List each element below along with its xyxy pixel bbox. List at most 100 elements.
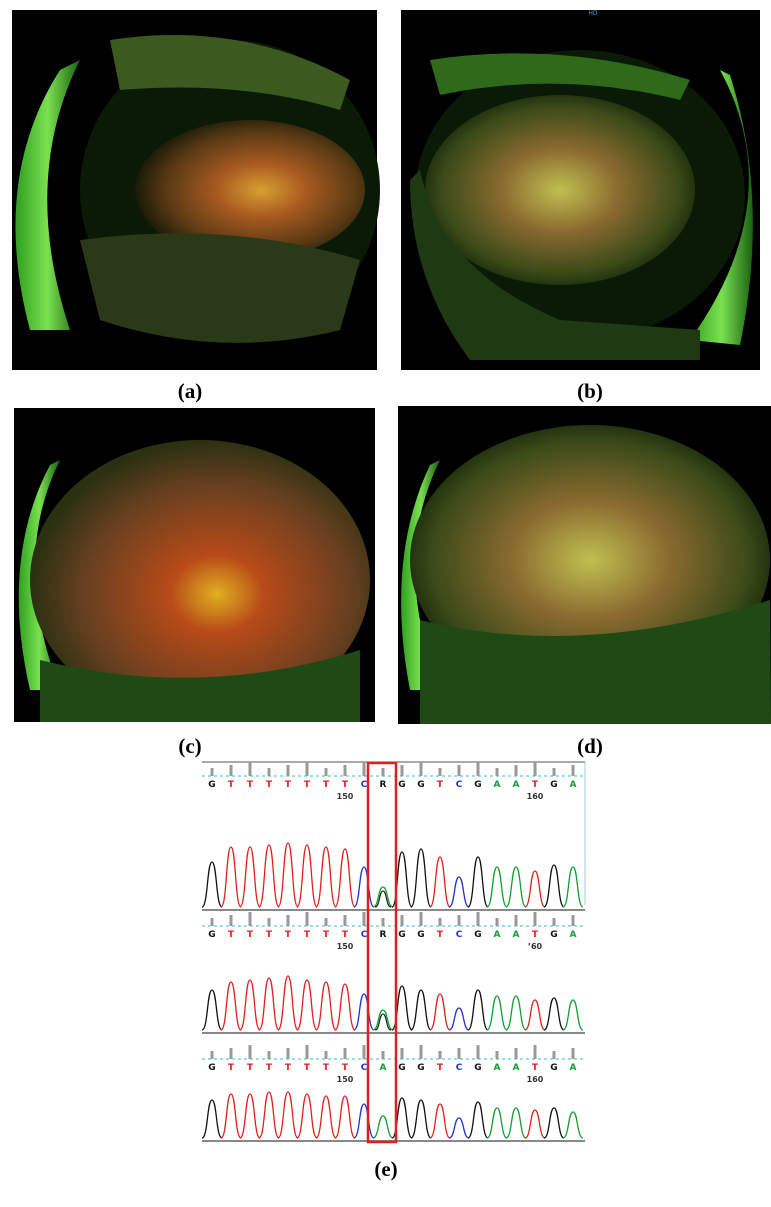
base-call: C xyxy=(456,1063,463,1073)
peak xyxy=(525,1000,545,1030)
base-call: T xyxy=(285,930,292,940)
peak xyxy=(278,976,298,1030)
peak xyxy=(468,1102,488,1138)
highlight-box xyxy=(368,763,396,1142)
base-call: G xyxy=(550,1063,557,1073)
base-call: T xyxy=(247,780,254,790)
quality-bar xyxy=(496,1051,499,1059)
chromatogram: GTTTTTTTCRGGTCGAATGA150160GTTTTTTTCRGGTC… xyxy=(202,762,585,1141)
peak xyxy=(259,978,279,1030)
base-call: T xyxy=(266,780,273,790)
quality-bar xyxy=(401,1048,404,1059)
base-call: G xyxy=(417,930,424,940)
fundus-image-a xyxy=(12,10,380,370)
quality-bar xyxy=(477,762,480,776)
peak xyxy=(354,994,374,1030)
page: HD (a) (b) (c) (d) (e) GTTTTTTTCRGGTCGAA… xyxy=(0,0,771,1207)
peak xyxy=(563,1112,583,1138)
base-call: T xyxy=(437,780,444,790)
base-call: A xyxy=(380,1063,387,1073)
peak xyxy=(544,1108,564,1138)
quality-bar xyxy=(211,918,214,926)
peak xyxy=(335,984,355,1030)
quality-bar xyxy=(534,762,537,776)
peak xyxy=(259,1092,279,1138)
peak xyxy=(506,1108,526,1138)
peak xyxy=(297,980,317,1030)
quality-bar xyxy=(268,918,271,926)
peak xyxy=(563,867,583,907)
base-call: G xyxy=(398,780,405,790)
panel-label: (e) xyxy=(374,1157,397,1181)
peak xyxy=(354,867,374,907)
quality-bar xyxy=(325,1051,328,1059)
base-call: T xyxy=(532,1063,539,1073)
quality-bar xyxy=(211,1051,214,1059)
quality-bar xyxy=(230,915,233,926)
quality-bar xyxy=(496,768,499,776)
peak xyxy=(411,849,431,907)
position-label: 160 xyxy=(527,792,544,801)
overlay-text: HD xyxy=(588,10,598,17)
peak xyxy=(202,1100,222,1138)
peak xyxy=(335,849,355,907)
base-call: T xyxy=(323,930,330,940)
peak xyxy=(487,1108,507,1138)
base-call: A xyxy=(494,780,501,790)
peak xyxy=(449,1008,469,1030)
base-call: R xyxy=(380,930,387,940)
peak xyxy=(316,1096,336,1138)
fundus-image-d xyxy=(398,406,771,724)
base-call: G xyxy=(550,930,557,940)
peak xyxy=(544,865,564,907)
base-call: C xyxy=(361,780,368,790)
quality-bar xyxy=(287,915,290,926)
base-call: T xyxy=(247,1063,254,1073)
quality-bar xyxy=(439,768,442,776)
base-call: C xyxy=(361,930,368,940)
base-call: G xyxy=(208,1063,215,1073)
position-label: 150 xyxy=(337,1075,354,1084)
peak xyxy=(430,994,450,1030)
peak xyxy=(278,1092,298,1138)
quality-bar xyxy=(477,912,480,926)
quality-bar xyxy=(382,918,385,926)
quality-bar xyxy=(439,1051,442,1059)
fundus-image-c xyxy=(14,408,375,722)
peak xyxy=(506,867,526,907)
base-call: G xyxy=(208,930,215,940)
quality-bar xyxy=(268,1051,271,1059)
base-call: A xyxy=(570,1063,577,1073)
panel-label: (c) xyxy=(178,734,201,758)
panel-label: (a) xyxy=(178,379,203,403)
base-call: T xyxy=(342,1063,349,1073)
quality-bar xyxy=(344,1048,347,1059)
peak xyxy=(373,1010,393,1030)
position-label: ’60 xyxy=(528,942,543,951)
peak xyxy=(525,871,545,907)
quality-bar xyxy=(534,1045,537,1059)
quality-bar xyxy=(439,918,442,926)
base-call: T xyxy=(266,1063,273,1073)
peak xyxy=(259,845,279,907)
peak xyxy=(240,1094,260,1138)
base-call: T xyxy=(266,930,273,940)
peak xyxy=(411,1100,431,1138)
quality-bar xyxy=(420,912,423,926)
peak xyxy=(297,845,317,907)
base-call: A xyxy=(513,930,520,940)
quality-bar xyxy=(249,1045,252,1059)
base-call: A xyxy=(570,780,577,790)
quality-bar xyxy=(344,915,347,926)
peak xyxy=(240,980,260,1030)
base-call: G xyxy=(417,780,424,790)
position-label: 160 xyxy=(527,1075,544,1084)
base-call: A xyxy=(513,780,520,790)
base-call: T xyxy=(323,780,330,790)
quality-bar xyxy=(306,762,309,776)
fundus-image-b xyxy=(401,10,760,370)
base-call: T xyxy=(285,1063,292,1073)
quality-bar xyxy=(553,918,556,926)
quality-bar xyxy=(458,1048,461,1059)
base-call: G xyxy=(474,930,481,940)
